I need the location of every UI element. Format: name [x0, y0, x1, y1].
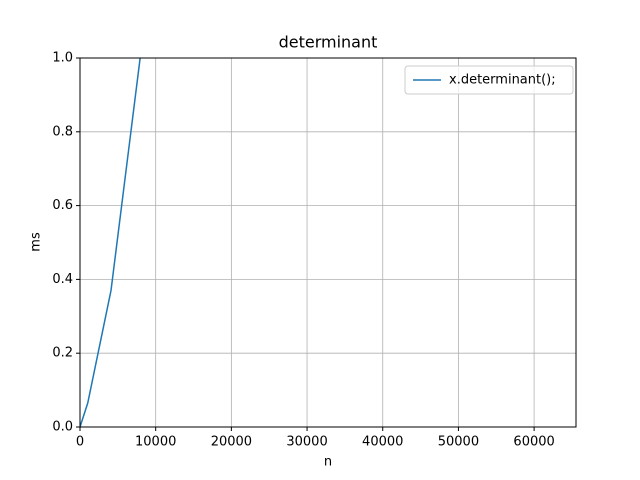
x-tick-label: 20000	[211, 435, 252, 450]
y-tick-label: 0.0	[52, 420, 73, 435]
x-tick-label: 50000	[438, 435, 479, 450]
legend-box	[404, 65, 574, 95]
x-tick-label: 40000	[362, 435, 403, 450]
axes-frame	[79, 57, 577, 428]
x-tick-label: 30000	[286, 435, 327, 450]
y-tick-label: 0.6	[52, 198, 73, 213]
y-tick-label: 0.4	[52, 272, 73, 287]
ticks: 0 10000 20000 30000 40000 50000 60000 0.0 0.2 0.4…	[52, 51, 554, 450]
grid	[79, 57, 576, 428]
x-tick-label: 10000	[135, 435, 176, 450]
chart-title: determinant	[279, 33, 378, 52]
y-axis-label: ms	[29, 232, 44, 252]
legend: x.determinant();	[404, 65, 574, 95]
x-tick-label: 0	[76, 435, 84, 450]
line-series	[80, 58, 141, 427]
y-tick-label: 0.2	[52, 346, 73, 361]
legend-label: x.determinant();	[449, 73, 556, 88]
plot-area	[80, 58, 141, 427]
x-axis-label: n	[324, 455, 332, 470]
y-tick-label: 0.8	[52, 124, 73, 139]
x-tick-label: 60000	[513, 435, 554, 450]
y-tick-label: 1.0	[52, 51, 73, 66]
